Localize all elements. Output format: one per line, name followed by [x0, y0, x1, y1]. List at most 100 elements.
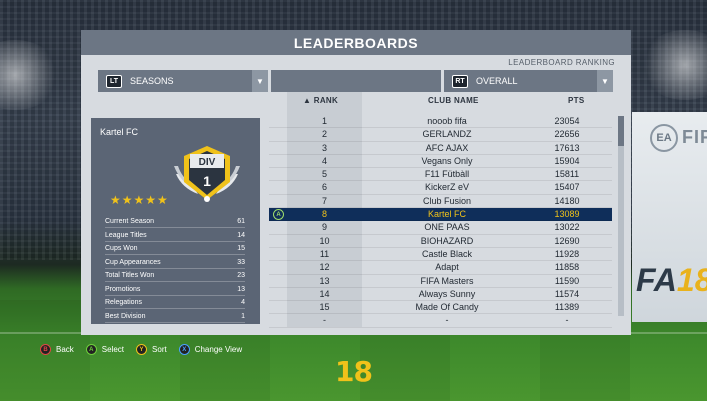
seasons-dropdown-label: SEASONS	[130, 76, 174, 86]
row-rank: 10	[319, 235, 330, 246]
row-club: KickerZ eV	[424, 182, 469, 193]
club-stats-list: Current Season 61 League Titles 14 Cups Wo…	[105, 216, 245, 324]
row-rank: 1	[321, 116, 327, 126]
table-row[interactable]: 13 FIFA Masters 11590	[269, 275, 612, 288]
row-club: BIOHAZARD	[420, 235, 474, 246]
row-rank: 3	[321, 142, 327, 153]
select-hint[interactable]: A Select	[85, 344, 124, 355]
row-club: Made Of Candy	[415, 302, 479, 313]
row-rank: 8	[321, 209, 327, 220]
overall-dropdown[interactable]: RT OVERALL ▼	[444, 70, 613, 92]
back-hint[interactable]: B Back	[40, 344, 74, 355]
y-button-icon: Y	[136, 344, 148, 355]
stat-league-titles: League Titles 14	[105, 230, 245, 242]
row-rank: 11	[319, 248, 330, 259]
row-club: Castle Black	[421, 248, 473, 259]
pts-column-header[interactable]: PTS	[568, 96, 585, 105]
row-club: Vegans Only	[421, 155, 473, 166]
lt-button-icon: LT	[106, 74, 122, 88]
stadium-ad-board: EA FIF FA18	[632, 112, 707, 322]
row-pts: 15811	[554, 169, 580, 180]
stat-cup-appearances: Cup Appearances 33	[105, 257, 245, 269]
row-pts: 11858	[554, 262, 580, 273]
table-row[interactable]: 7 Club Fusion 14180	[269, 195, 612, 209]
stat-cups-won: Cups Won 15	[105, 243, 245, 255]
row-rank: 9	[321, 222, 327, 233]
row-rank: 7	[321, 195, 327, 206]
row-rank: 5	[321, 169, 327, 180]
club-name: Kartel FC	[100, 127, 139, 137]
row-pts: 14180	[554, 195, 580, 206]
table-row[interactable]: ---	[269, 314, 612, 328]
stat-best-division: Best Division 1	[105, 311, 245, 323]
sort-hint[interactable]: Y Sort	[136, 344, 167, 355]
row-pts: 13089	[554, 209, 580, 220]
controller-hints: B Back A Select Y Sort X Change View	[40, 344, 242, 355]
x-button-icon: X	[178, 344, 190, 355]
row-pts: -	[565, 315, 569, 326]
stadium-light	[640, 30, 707, 100]
row-club: F11 Fütbàll	[424, 169, 470, 180]
table-row[interactable]: 9 ONE PAAS 13022	[269, 221, 612, 235]
row-rank: -	[323, 315, 326, 326]
row-rank: 14	[319, 288, 330, 299]
middle-filter-field[interactable]	[271, 70, 441, 92]
table-row[interactable]: 1 nooob fifa 23054	[269, 115, 612, 129]
brand-bottom: FA18	[636, 262, 707, 298]
change-view-hint[interactable]: X Change View	[178, 344, 242, 355]
stat-relegations: Relegations 4	[105, 297, 245, 309]
table-scrollbar[interactable]	[618, 116, 624, 316]
table-row[interactable]: 15 Made Of Candy 11389	[269, 301, 612, 315]
row-pts: 11590	[554, 275, 580, 286]
rt-button-icon: RT	[452, 74, 468, 88]
sort-ascending-icon: ▲	[303, 96, 312, 105]
row-pts: 12690	[554, 235, 580, 246]
b-button-icon: B	[40, 344, 51, 355]
row-pts: 17613	[554, 142, 580, 153]
row-club: Adapt	[435, 262, 459, 273]
a-button-icon: A	[85, 344, 97, 355]
table-row[interactable]: 6 KickerZ eV 15407	[269, 181, 612, 195]
table-row[interactable]: 4 Vegans Only 15904	[269, 155, 612, 169]
table-row[interactable]: 2 GERLANDZ 22656	[269, 128, 612, 142]
table-row[interactable]: 5 F11 Fütbàll 15811	[269, 168, 612, 182]
row-club: AFC AJAX	[425, 142, 469, 153]
stat-current-season: Current Season 61	[105, 216, 245, 228]
club-column-header[interactable]: CLUB NAME	[428, 96, 479, 105]
row-club: GERLANDZ	[422, 129, 472, 140]
table-row[interactable]: 3 AFC AJAX 17613	[269, 142, 612, 155]
row-club: FIFA Masters	[420, 275, 474, 286]
chevron-down-icon: ▼	[597, 70, 613, 92]
row-club: Club Fusion	[422, 195, 472, 206]
brand-text: FIF	[682, 127, 707, 147]
row-rank: 4	[321, 155, 327, 166]
a-button-icon: A	[273, 209, 284, 221]
row-pts: 11574	[554, 288, 580, 299]
row-rank: 15	[319, 302, 330, 313]
seasons-dropdown[interactable]: LT SEASONS ▼	[98, 70, 268, 92]
division-crest-icon: DIV 1	[174, 146, 240, 202]
leaderboards-panel: LEADERBOARDS LEADERBOARD RANKING LT SEAS…	[81, 30, 631, 335]
table-row[interactable]: 12 Adapt 11858	[269, 261, 612, 275]
leaderboard-rows: 1 nooob fifa 23054 2 GERLANDZ 22656 3 AFC AJAX 1…	[269, 115, 612, 328]
club-rating-stars: ★★★★★	[110, 193, 169, 207]
row-pts: 11389	[554, 302, 580, 313]
division-label: DIV	[199, 157, 216, 168]
rank-column-header[interactable]: ▲ RANK	[303, 96, 339, 105]
club-summary-card: Kartel FC DIV 1 ★★★★★ Current Season 61 L…	[91, 118, 260, 324]
table-row[interactable]: 14 Always Sunny 11574	[269, 288, 612, 302]
division-number: 1	[203, 173, 211, 189]
ea-logo: EA	[650, 124, 678, 152]
scrollbar-thumb[interactable]	[618, 116, 624, 146]
row-club: ONE PAAS	[424, 222, 470, 233]
row-pts: 15407	[554, 182, 580, 193]
chevron-down-icon: ▼	[252, 70, 268, 92]
panel-subtitle: LEADERBOARD RANKING	[508, 58, 615, 67]
row-rank: 6	[321, 182, 327, 193]
table-row[interactable]: A 8 Kartel FC 13089	[269, 208, 612, 222]
row-pts: 15904	[554, 155, 580, 166]
row-pts: 13022	[554, 222, 580, 233]
row-rank: 2	[321, 129, 327, 140]
table-row[interactable]: 10 BIOHAZARD 12690	[269, 235, 612, 248]
table-row[interactable]: 11 Castle Black 11928	[269, 248, 612, 262]
